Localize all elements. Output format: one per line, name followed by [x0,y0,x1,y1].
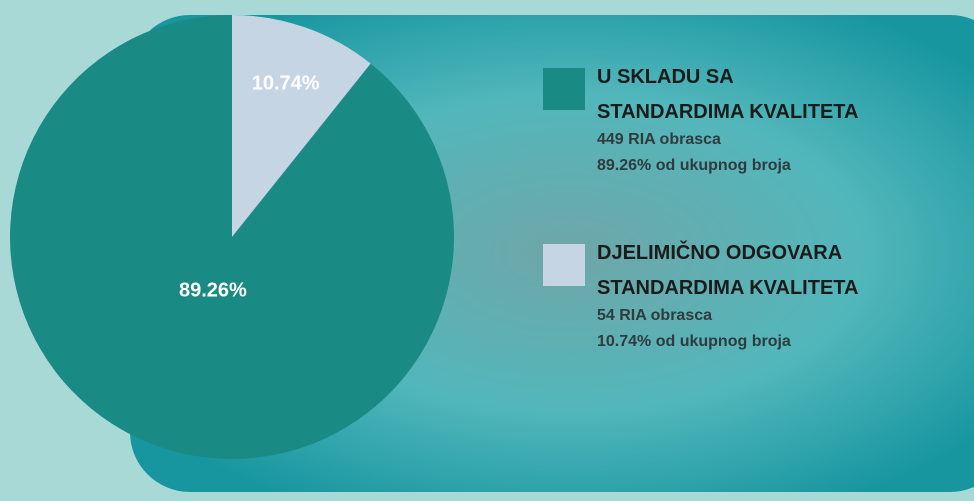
legend-swatch [543,244,585,286]
legend-detail: 10.74% od ukupnog broja [597,333,791,350]
legend-detail: 449 RIA obrasca [597,131,721,148]
slice-label: 89.26% [179,280,247,302]
pie-slice [10,15,455,459]
pie-slice [232,15,371,237]
legend-detail: 89.26% od ukupnog broja [597,157,791,174]
legend-label: DJELIMIČNO ODGOVARA STANDARDIMA KVALITET… [597,242,859,299]
legend-label: U SKLADU SA STANDARDIMA KVALITETA [597,66,859,123]
slice-label: 10.74% [252,72,320,94]
legend-swatch [543,68,585,110]
legend-detail: 54 RIA obrasca [597,307,713,324]
